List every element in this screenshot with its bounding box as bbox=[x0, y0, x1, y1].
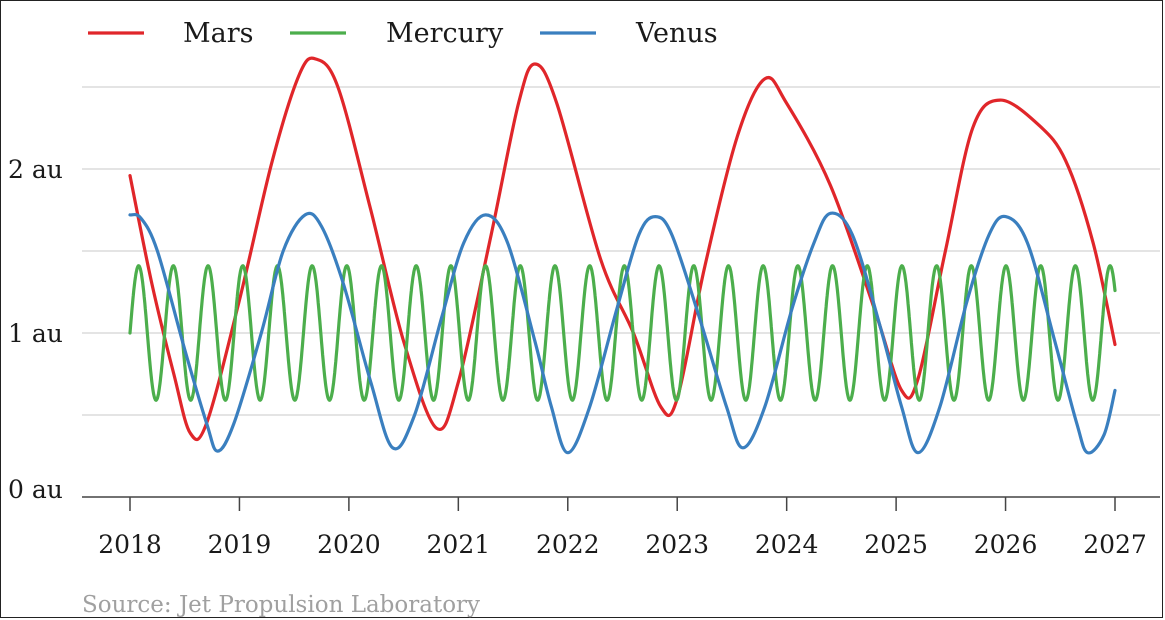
x-tick-label: 2026 bbox=[974, 530, 1038, 559]
source-note: Source: Jet Propulsion Laboratory bbox=[82, 592, 480, 618]
series-line-mercury bbox=[128, 264, 1117, 402]
axes: 2018 2019 2020 2021 2022 2023 2024 2025 2026 2027… bbox=[8, 155, 1160, 559]
series-group bbox=[128, 56, 1117, 455]
series-line-venus bbox=[128, 211, 1117, 455]
y-tick-label: 2 au bbox=[8, 155, 63, 184]
x-tick-label: 2021 bbox=[427, 530, 491, 559]
legend-label-venus: Venus bbox=[635, 18, 718, 49]
x-tick-label: 2025 bbox=[864, 530, 928, 559]
y-tick-label: 0 au bbox=[8, 475, 63, 504]
x-tick-label: 2024 bbox=[755, 530, 819, 559]
x-tick-label: 2018 bbox=[98, 530, 162, 559]
x-tick-label: 2027 bbox=[1083, 530, 1147, 559]
x-tick-label: 2020 bbox=[317, 530, 381, 559]
legend: Mars Mercury Venus bbox=[88, 18, 718, 49]
legend-label-mercury: Mercury bbox=[386, 18, 504, 49]
y-tick-label: 1 au bbox=[8, 319, 63, 348]
x-tick-label: 2023 bbox=[645, 530, 709, 559]
legend-label-mars: Mars bbox=[183, 18, 254, 49]
grid-lines bbox=[82, 86, 1160, 416]
x-tick-label: 2022 bbox=[536, 530, 600, 559]
series-line-mars bbox=[128, 56, 1117, 442]
x-tick-label: 2019 bbox=[208, 530, 272, 559]
